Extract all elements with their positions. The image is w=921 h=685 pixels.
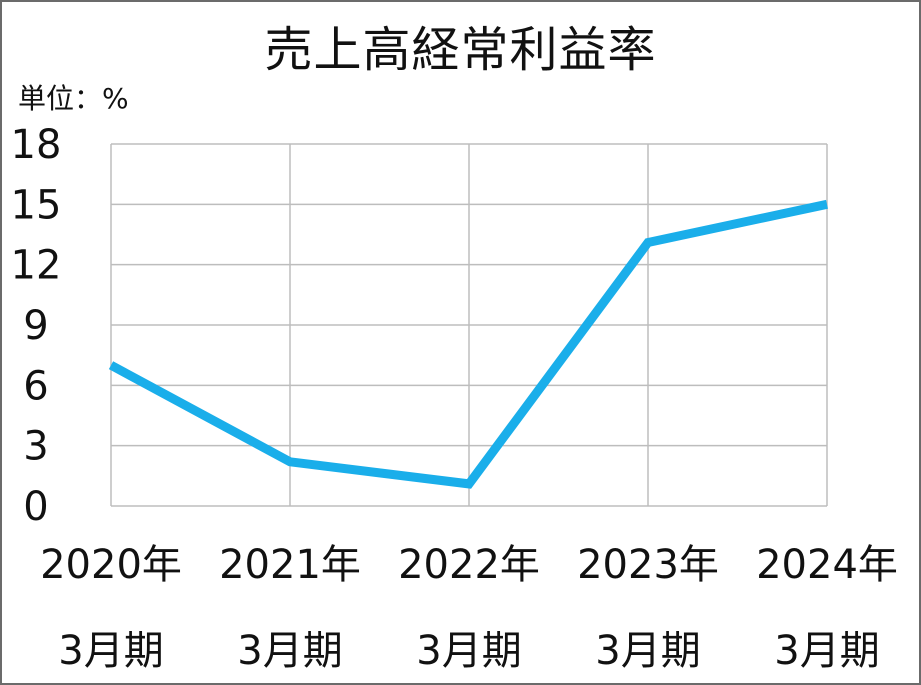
x-tick-label-period: 3月期 — [416, 628, 521, 674]
x-tick-label-year: 2021年 — [219, 542, 361, 588]
x-tick-label-year: 2023年 — [577, 542, 719, 588]
x-tick-label-period: 3月期 — [237, 628, 342, 674]
x-tick-label-period: 3月期 — [774, 628, 879, 674]
x-tick-label-period: 3月期 — [595, 628, 700, 674]
y-tick-label: 12 — [11, 243, 62, 289]
chart-title: 売上高経常利益率 — [264, 22, 657, 78]
y-tick-label: 3 — [23, 424, 48, 470]
x-tick-label-year: 2024年 — [756, 542, 898, 588]
x-tick-label-year: 2020年 — [40, 542, 182, 588]
y-tick-label: 15 — [11, 182, 62, 228]
y-tick-label: 9 — [23, 303, 48, 349]
x-tick-label-period: 3月期 — [58, 628, 163, 674]
y-tick-label: 6 — [23, 363, 48, 409]
unit-label: 単位：% — [18, 82, 129, 115]
x-tick-label-year: 2022年 — [398, 542, 540, 588]
y-tick-label: 18 — [11, 122, 62, 168]
y-tick-label: 0 — [23, 484, 48, 530]
